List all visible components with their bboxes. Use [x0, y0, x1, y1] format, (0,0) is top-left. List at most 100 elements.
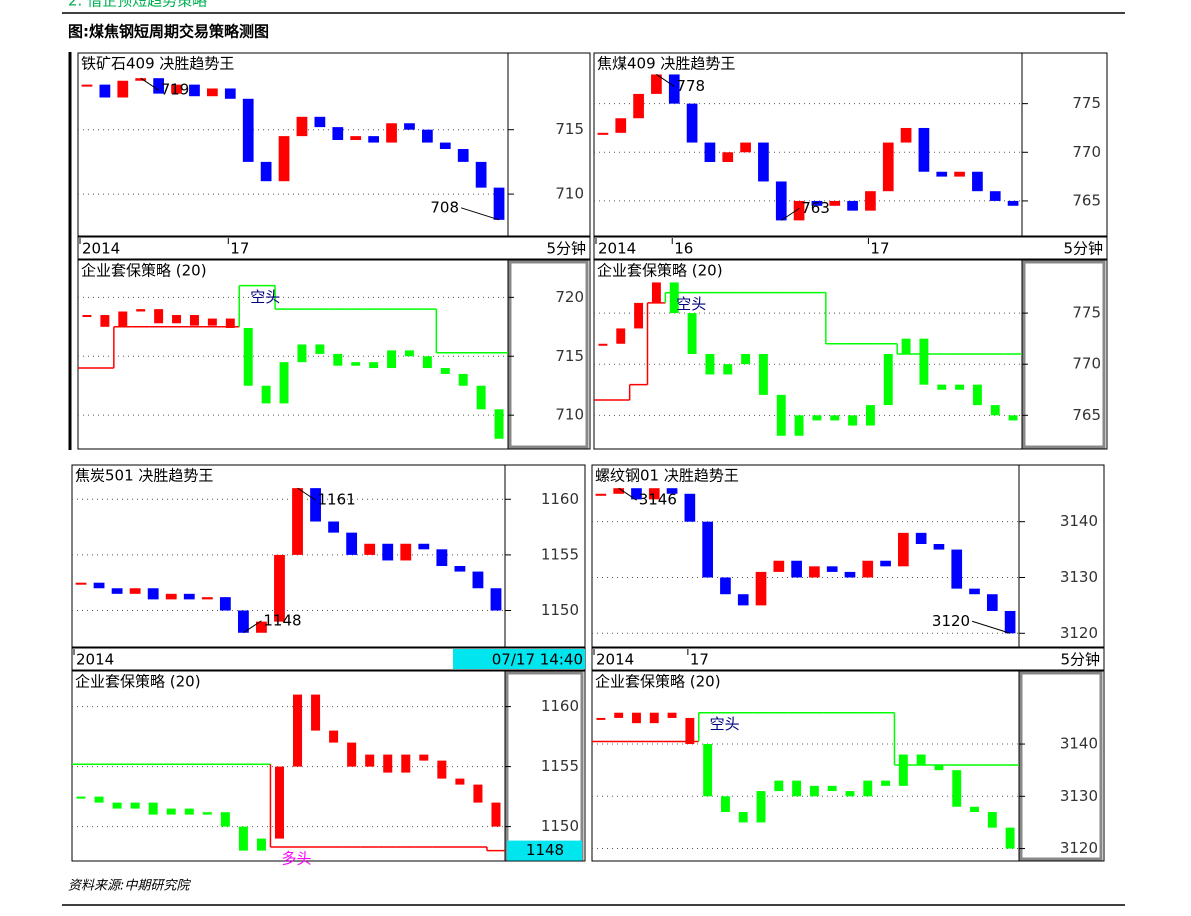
- strategy-bar: [1005, 827, 1015, 849]
- candle: [93, 582, 105, 589]
- strategy-bar: [148, 802, 158, 815]
- candle: [613, 488, 625, 494]
- candle: [400, 543, 412, 561]
- candle: [631, 488, 642, 500]
- y-tick-label: 1155: [541, 545, 579, 563]
- strategy-bar: [76, 796, 86, 799]
- candle: [758, 142, 769, 182]
- strategy-bar: [473, 784, 483, 803]
- strategy-bar: [596, 717, 606, 720]
- candle: [969, 588, 980, 595]
- strategy-bar: [898, 754, 908, 786]
- candle: [1004, 610, 1016, 634]
- candle: [595, 493, 607, 496]
- annotation-leader: [780, 207, 800, 221]
- candle: [737, 594, 749, 606]
- panel-title: 螺纹钢01 决胜趋势王: [595, 467, 739, 485]
- panel-title: 企业套保策略 (20): [75, 673, 201, 691]
- candle: [171, 84, 182, 94]
- strategy-bar: [632, 712, 641, 724]
- annotation: 1161: [318, 491, 356, 509]
- y-tick-label: 765: [1072, 406, 1101, 424]
- axis-box: [1022, 260, 1106, 449]
- strategy-bar: [94, 796, 104, 803]
- candle: [439, 142, 451, 150]
- candle: [862, 560, 874, 578]
- strategy-bar: [455, 778, 465, 785]
- strategy-bar: [901, 338, 911, 354]
- signal-label: 空头: [710, 715, 740, 733]
- candle: [898, 532, 909, 567]
- time-box: [453, 649, 585, 669]
- candle: [237, 610, 249, 633]
- panel-title: 企业套保策略 (20): [597, 262, 723, 280]
- period-label: 5分钟: [546, 240, 586, 258]
- candle: [99, 84, 111, 98]
- annotation-leader: [460, 207, 500, 221]
- annotation: 1148: [263, 611, 301, 629]
- last-value-box: [507, 840, 582, 861]
- candle: [457, 149, 469, 162]
- y-tick-label: 1150: [541, 817, 579, 835]
- strategy-bar: [845, 791, 855, 797]
- candle: [422, 129, 433, 143]
- annotation: 778: [676, 77, 705, 95]
- strategy-bar: [82, 315, 92, 318]
- x-tick-label: 2014: [82, 240, 120, 258]
- candle: [201, 597, 213, 600]
- candle: [986, 594, 998, 611]
- candle: [189, 84, 200, 97]
- strategy-bar: [792, 780, 802, 797]
- strategy-bar: [118, 311, 128, 327]
- candle: [740, 142, 751, 153]
- y-tick-label: 775: [1072, 94, 1101, 112]
- candle: [668, 74, 680, 104]
- strategy-bar: [279, 362, 289, 404]
- candle: [686, 103, 698, 143]
- strategy-bar: [774, 780, 784, 792]
- candle: [153, 78, 164, 94]
- strategy-bar: [598, 343, 608, 346]
- panel-title: 铁矿石409 决胜趋势王: [81, 55, 234, 73]
- candle: [880, 560, 891, 567]
- strategy-bar: [383, 754, 393, 773]
- panel-frame: [591, 670, 1105, 862]
- candle: [260, 161, 272, 182]
- candle: [350, 136, 362, 140]
- y-tick-label: 770: [1072, 143, 1101, 161]
- candle: [183, 593, 195, 600]
- y-tick-label: 1155: [541, 757, 579, 775]
- y-tick-label: 710: [555, 406, 584, 424]
- annotation-leader: [618, 487, 637, 501]
- section-heading: 2. 借企预短趋势策略: [68, 0, 207, 10]
- date-row: [593, 236, 1108, 260]
- candle: [274, 554, 285, 622]
- candle: [493, 187, 505, 220]
- strategy-bar: [243, 327, 253, 386]
- strategy-bar: [634, 302, 644, 329]
- annotation: 708: [430, 198, 459, 216]
- strategy-bar: [669, 282, 679, 314]
- candle: [954, 171, 965, 177]
- strategy-bar: [705, 353, 715, 375]
- candle: [900, 127, 912, 143]
- panel-frame: [593, 52, 1108, 237]
- candle: [296, 116, 308, 137]
- candle: [278, 136, 290, 182]
- x-tick-label: 17: [870, 240, 889, 258]
- y-tick-label: 3120: [1060, 839, 1098, 857]
- strategy-bar: [422, 356, 432, 369]
- candle: [791, 560, 802, 578]
- panel-frame: [71, 464, 586, 648]
- last-value: 1148: [526, 841, 564, 859]
- candle: [117, 80, 129, 98]
- strategy-bar: [166, 808, 176, 815]
- y-tick-label: 1160: [541, 697, 579, 715]
- candle: [454, 566, 466, 572]
- strategy-bar: [616, 328, 626, 344]
- strategy-bar: [794, 415, 804, 436]
- strategy-bar: [863, 780, 873, 797]
- candle: [310, 488, 321, 522]
- candle: [684, 493, 696, 522]
